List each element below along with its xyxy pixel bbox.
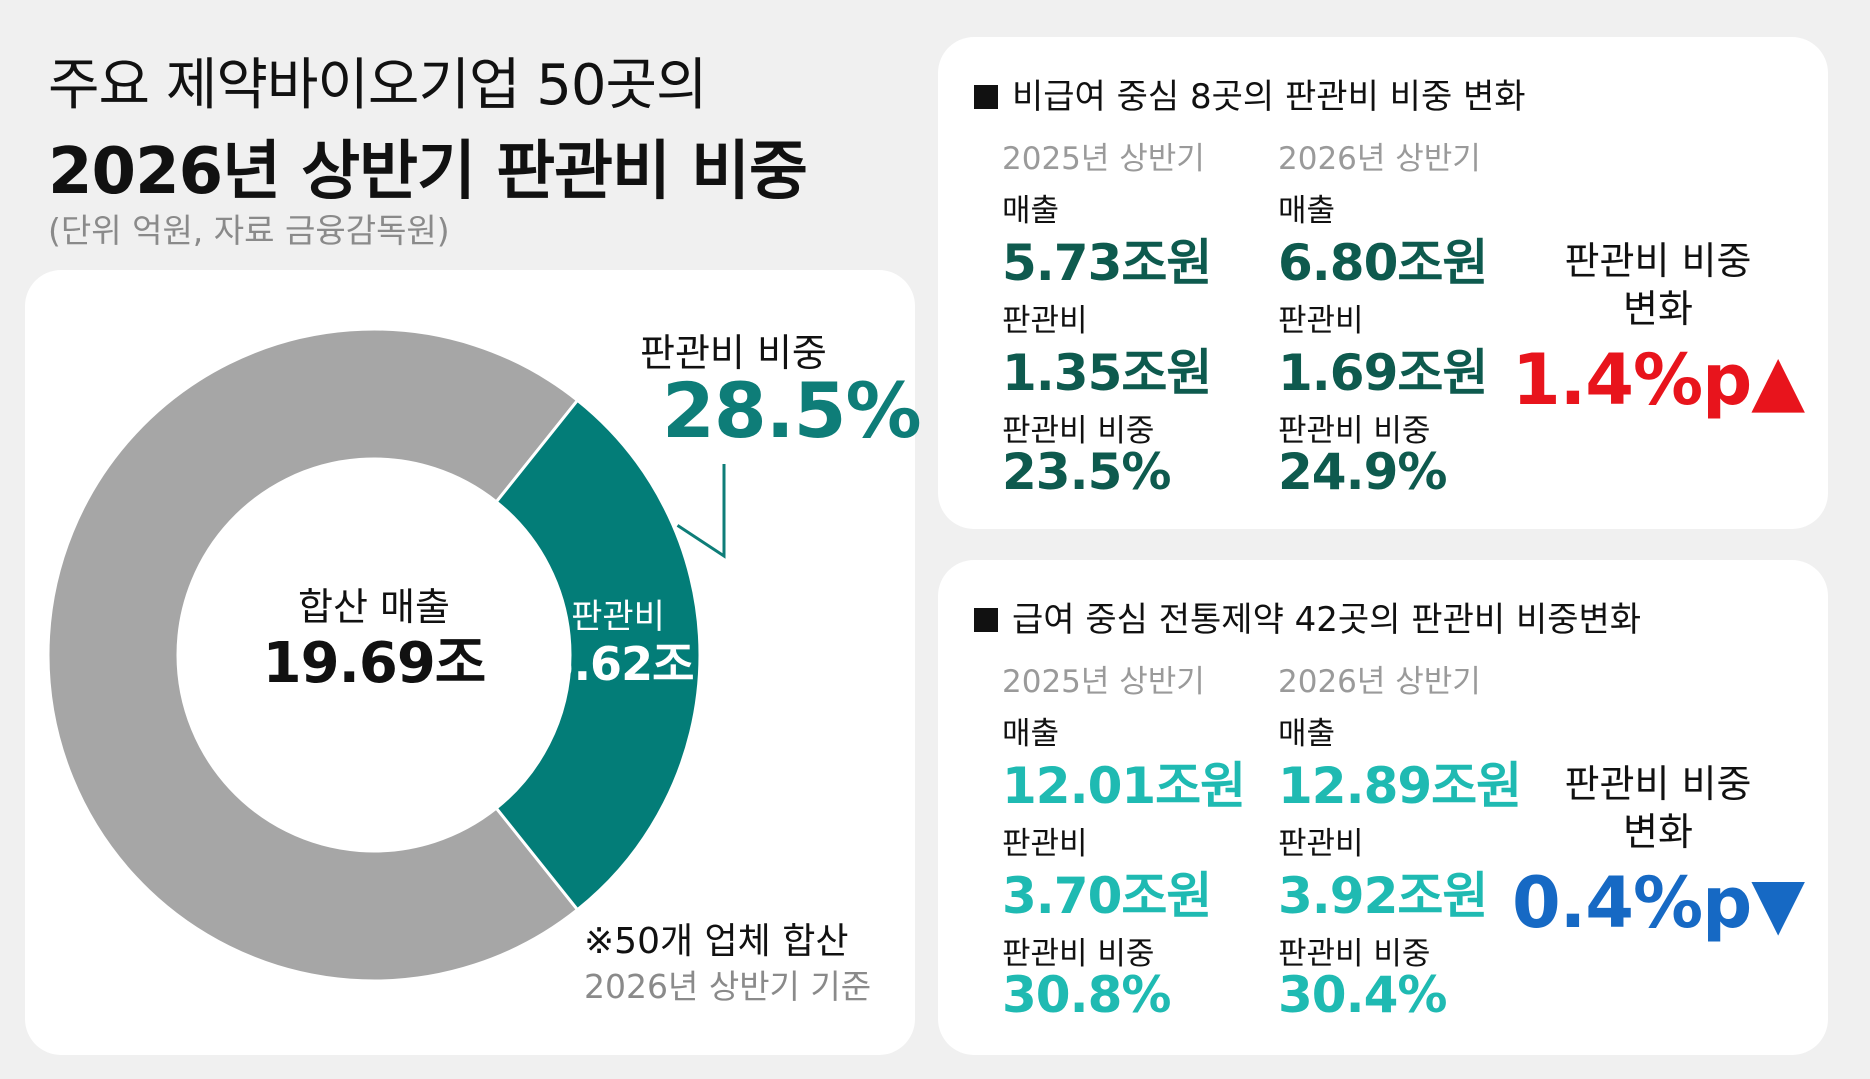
slice-value: 5.62조 [543,637,694,691]
column-2026: 2026년 상반기 매출 6.80조원 판관비 1.69조원 판관비 비중 24… [1278,133,1548,515]
column-period: 2026년 상반기 [1278,141,1481,177]
column-period: 2025년 상반기 [1002,664,1205,700]
column-2026: 2026년 상반기 매출 12.89조원 판관비 3.92조원 판관비 비중 3… [1278,656,1548,1038]
metric-label: 판관비 [1278,826,1364,862]
change-label-line2: 변화 [1623,287,1693,331]
change-value-up: 1.4%p▲ [1511,339,1805,421]
donut-center-value: 19.69조 [263,631,486,696]
change-block: 판관비 비중 변화 0.4%p▼ [1498,760,1818,944]
change-label-line1: 판관비 비중 [1564,239,1752,283]
square-bullet-icon [974,85,998,109]
metric-label: 판관비 [1002,303,1088,339]
donut-slice-rest [46,327,580,983]
change-block: 판관비 비중 변화 1.4%p▲ [1498,237,1818,421]
metric-value: 1.69조원 [1278,344,1488,402]
metric-value: 12.01조원 [1002,757,1246,815]
footnote-line2: 2026년 상반기 기준 [584,967,872,1006]
column-2025: 2025년 상반기 매출 5.73조원 판관비 1.35조원 판관비 비중 23… [1002,133,1272,515]
metric-value: 3.70조원 [1002,867,1212,925]
slice-label: 판관비 [571,597,665,637]
metric-value: 3.92조원 [1278,867,1488,925]
metric-label: 매출 [1278,193,1336,229]
metric-label: 매출 [1002,193,1060,229]
page-title-line2: 2026년 상반기 판관비 비중 [48,135,808,209]
metric-label: 판관비 [1002,826,1088,862]
metric-label: 판관비 비중 [1278,413,1431,449]
panel-title: 비급여 중심 8곳의 판관비 비중 변화 [974,69,1526,118]
change-label-line1: 판관비 비중 [1564,762,1752,806]
metric-value: 6.80조원 [1278,234,1488,292]
donut-slice-sga [494,398,702,912]
page-title-line1: 주요 제약바이오기업 50곳의 [48,53,708,118]
ratio-label: 판관비 비중 [640,331,827,375]
metric-label: 판관비 비중 [1002,936,1155,972]
column-period: 2025년 상반기 [1002,141,1205,177]
metric-value: 5.73조원 [1002,234,1212,292]
metric-label: 판관비 비중 [1278,936,1431,972]
donut-center-label: 합산 매출 [298,585,450,629]
square-bullet-icon [974,608,998,632]
metric-value: 23.5% [1002,443,1171,501]
metric-value: 30.4% [1278,966,1447,1024]
leader-line [676,464,726,559]
column-2025: 2025년 상반기 매출 12.01조원 판관비 3.70조원 판관비 비중 3… [1002,656,1272,1038]
metric-value: 24.9% [1278,443,1447,501]
panel-reimbursed: 급여 중심 전통제약 42곳의 판관비 비중변화 2025년 상반기 매출 12… [938,560,1828,1055]
change-value-down: 0.4%p▼ [1511,862,1805,944]
metric-value: 12.89조원 [1278,757,1522,815]
column-period: 2026년 상반기 [1278,664,1481,700]
metric-label: 판관비 비중 [1002,413,1155,449]
footnote-line1: ※50개 업체 합산 [584,921,849,962]
change-label-line2: 변화 [1623,810,1693,854]
metric-label: 매출 [1002,716,1060,752]
panel-title: 급여 중심 전통제약 42곳의 판관비 비중변화 [974,592,1641,641]
metric-label: 매출 [1278,716,1336,752]
metric-value: 1.35조원 [1002,344,1212,402]
metric-label: 판관비 [1278,303,1364,339]
panel-title-text: 급여 중심 전통제약 42곳의 판관비 비중변화 [1012,600,1642,640]
panel-non-reimbursed: 비급여 중심 8곳의 판관비 비중 변화 2025년 상반기 매출 5.73조원… [938,37,1828,529]
panel-title-text: 비급여 중심 8곳의 판관비 비중 변화 [1012,77,1526,117]
unit-note: (단위 억원, 자료 금융감독원) [48,211,450,250]
metric-value: 30.8% [1002,966,1171,1024]
ratio-value: 28.5% [662,366,922,455]
